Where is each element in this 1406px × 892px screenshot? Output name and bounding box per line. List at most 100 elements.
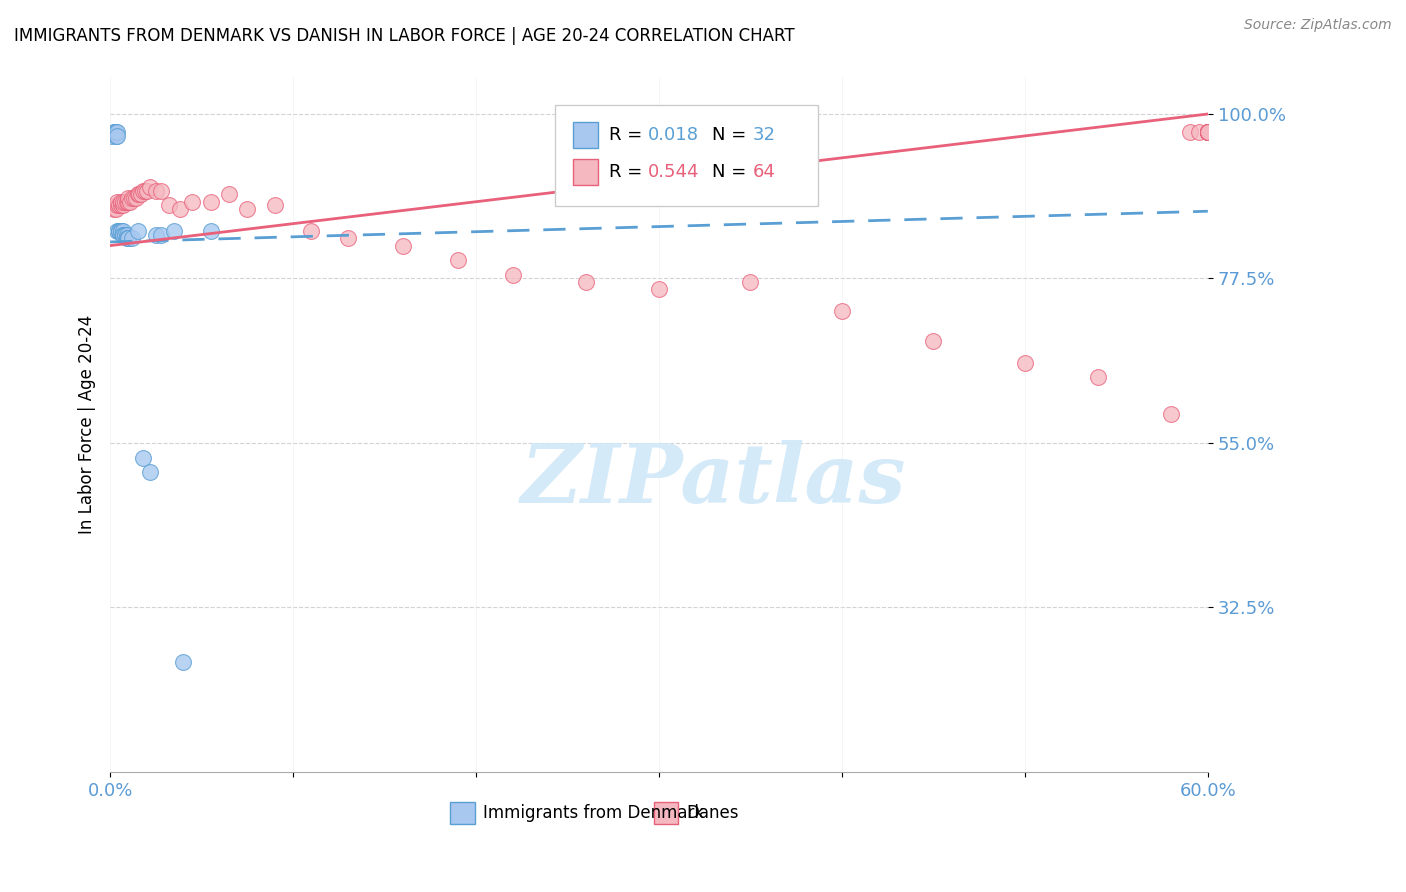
Point (121, 191, 143, 205)
FancyBboxPatch shape (574, 122, 598, 148)
Point (1197, 125, 1219, 139)
Point (1197, 125, 1219, 139)
Text: 32: 32 (752, 126, 775, 145)
Point (145, 184, 167, 198)
Point (115, 194, 138, 209)
Point (107, 198, 129, 212)
Point (110, 194, 132, 209)
Text: ZIPatlas: ZIPatlas (522, 441, 907, 520)
Point (117, 231, 139, 245)
FancyBboxPatch shape (574, 159, 598, 186)
Point (200, 194, 222, 209)
Point (392, 238, 415, 252)
Point (1197, 125, 1219, 139)
Point (120, 194, 142, 209)
Point (1197, 125, 1219, 139)
Point (110, 198, 132, 212)
Point (108, 224, 131, 238)
Point (117, 194, 139, 209)
Point (121, 231, 143, 245)
Point (169, 202, 191, 216)
Point (104, 202, 127, 216)
FancyBboxPatch shape (555, 105, 818, 206)
Point (115, 227, 138, 242)
Point (111, 224, 134, 238)
Point (114, 227, 136, 242)
Point (139, 465, 162, 479)
Point (1197, 125, 1219, 139)
Point (107, 125, 129, 139)
Point (1197, 125, 1219, 139)
Point (145, 227, 167, 242)
Point (107, 128, 129, 143)
Point (110, 224, 132, 238)
Point (103, 125, 125, 139)
Point (114, 194, 136, 209)
Point (447, 253, 470, 268)
Point (104, 128, 127, 143)
Point (1197, 125, 1219, 139)
Point (108, 224, 131, 238)
Point (127, 224, 149, 238)
Point (132, 184, 155, 198)
Point (1014, 355, 1036, 369)
Point (157, 198, 180, 212)
Point (111, 194, 134, 209)
Text: R =: R = (609, 126, 648, 145)
Point (172, 655, 194, 669)
Point (299, 224, 322, 238)
Point (139, 180, 162, 194)
Point (218, 187, 240, 202)
Point (200, 224, 222, 238)
Text: 0.544: 0.544 (648, 163, 700, 181)
Text: IMMIGRANTS FROM DENMARK VS DANISH IN LABOR FORCE | AGE 20-24 CORRELATION CHART: IMMIGRANTS FROM DENMARK VS DANISH IN LAB… (14, 27, 794, 45)
Y-axis label: In Labor Force | Age 20-24: In Labor Force | Age 20-24 (79, 315, 96, 534)
Point (163, 224, 186, 238)
Point (337, 231, 360, 245)
Point (128, 187, 150, 202)
Point (135, 184, 157, 198)
Text: 64: 64 (752, 163, 775, 181)
Point (108, 224, 131, 238)
Point (101, 128, 124, 143)
Point (575, 275, 598, 289)
Point (181, 194, 204, 209)
Point (740, 275, 762, 289)
Point (1197, 125, 1219, 139)
Point (236, 202, 259, 216)
Text: R =: R = (609, 163, 648, 181)
Point (132, 450, 155, 465)
Point (103, 125, 125, 139)
Text: Immigrants from Denmark: Immigrants from Denmark (484, 804, 704, 822)
Point (922, 334, 945, 348)
Point (1197, 125, 1219, 139)
Point (114, 227, 136, 242)
Point (111, 198, 134, 212)
Point (1197, 125, 1219, 139)
Point (111, 227, 134, 242)
FancyBboxPatch shape (450, 802, 475, 824)
Point (1197, 125, 1219, 139)
Point (110, 224, 132, 238)
Point (1197, 125, 1219, 139)
Text: 0.018: 0.018 (648, 126, 699, 145)
Point (1188, 125, 1211, 139)
Point (122, 191, 145, 205)
Point (150, 227, 173, 242)
Point (1197, 125, 1219, 139)
Point (117, 191, 139, 205)
Point (129, 187, 152, 202)
Point (111, 227, 134, 242)
Point (150, 184, 173, 198)
Point (107, 224, 129, 238)
Point (125, 191, 148, 205)
Point (110, 224, 132, 238)
Point (648, 282, 671, 296)
Point (134, 184, 156, 198)
Text: N =: N = (711, 163, 752, 181)
Point (104, 125, 127, 139)
Point (1178, 125, 1201, 139)
Point (831, 304, 853, 318)
Point (107, 194, 129, 209)
Text: Source: ZipAtlas.com: Source: ZipAtlas.com (1244, 18, 1392, 32)
